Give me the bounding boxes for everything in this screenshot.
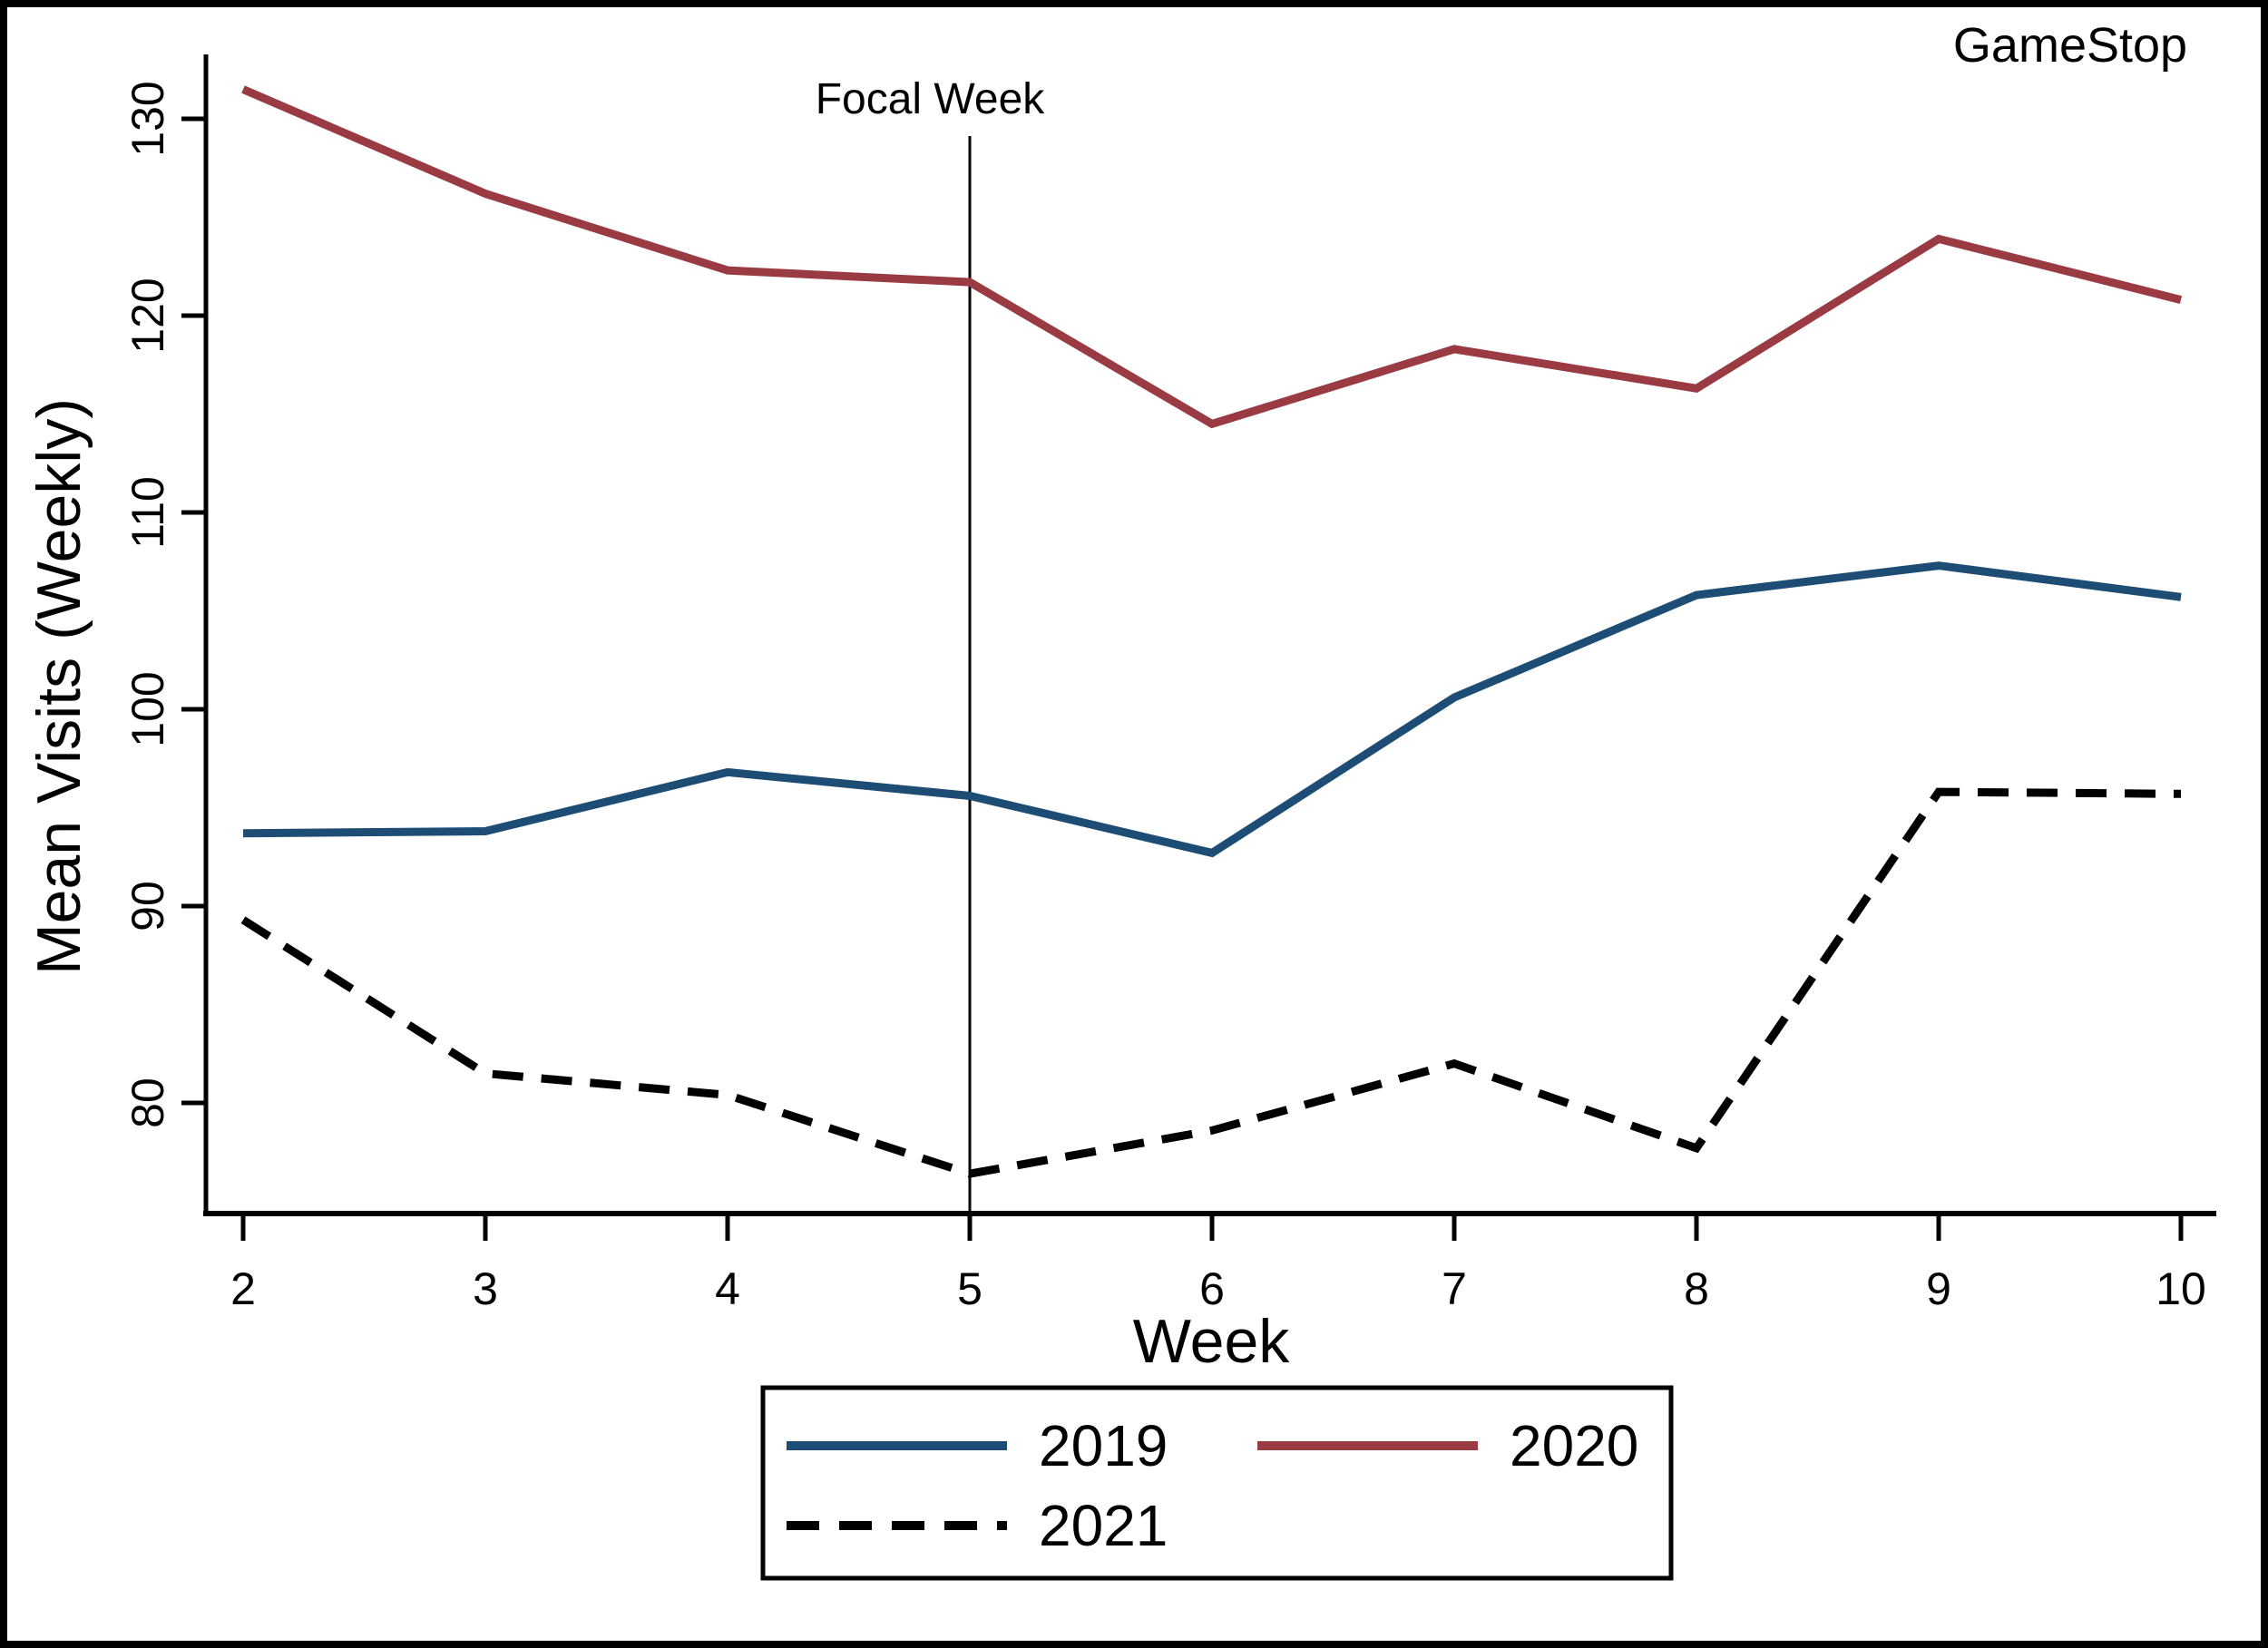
- series-line-2019: [242, 561, 2182, 858]
- x-tick-label: 9: [1926, 1263, 1951, 1314]
- x-axis-ticks: 2 3 4 5 6 7 8 9 10: [230, 1214, 2206, 1314]
- chart-title: GameStop: [1953, 18, 2187, 73]
- y-tick-label: 110: [122, 476, 173, 549]
- x-tick-label: 4: [715, 1263, 740, 1314]
- x-tick-label: 10: [2156, 1263, 2206, 1314]
- x-tick-label: 8: [1684, 1263, 1709, 1314]
- x-tick-label: 7: [1442, 1263, 1467, 1314]
- y-axis-title: Mean Visits (Weekly): [24, 398, 93, 975]
- series-line-2020: [241, 85, 2183, 429]
- x-axis-title: Week: [1133, 1307, 1291, 1376]
- y-tick-label: 80: [122, 1078, 173, 1128]
- y-tick-label: 130: [122, 81, 173, 156]
- x-tick-label: 3: [473, 1263, 498, 1314]
- focal-week-label: Focal Week: [816, 75, 1046, 123]
- legend-entries: 2019 2020 2021: [787, 1413, 1638, 1558]
- x-tick-label: 5: [957, 1263, 982, 1314]
- legend-label-2019: 2019: [1039, 1413, 1168, 1478]
- legend-label-2021: 2021: [1039, 1493, 1168, 1558]
- legend-box: [760, 1385, 1674, 1581]
- x-tick-label: 2: [230, 1263, 256, 1314]
- y-tick-label: 100: [122, 671, 173, 746]
- legend: 2019 2020 2021: [760, 1385, 1674, 1581]
- y-axis-ticks: 80 90 100 110 120 130: [122, 81, 206, 1128]
- legend-label-2020: 2020: [1510, 1413, 1638, 1478]
- x-tick-label: 6: [1199, 1263, 1225, 1314]
- y-tick-label: 120: [122, 278, 173, 353]
- series-line-2021: [240, 787, 2182, 1178]
- y-tick-label: 90: [122, 881, 173, 931]
- data-series: [240, 85, 2183, 1178]
